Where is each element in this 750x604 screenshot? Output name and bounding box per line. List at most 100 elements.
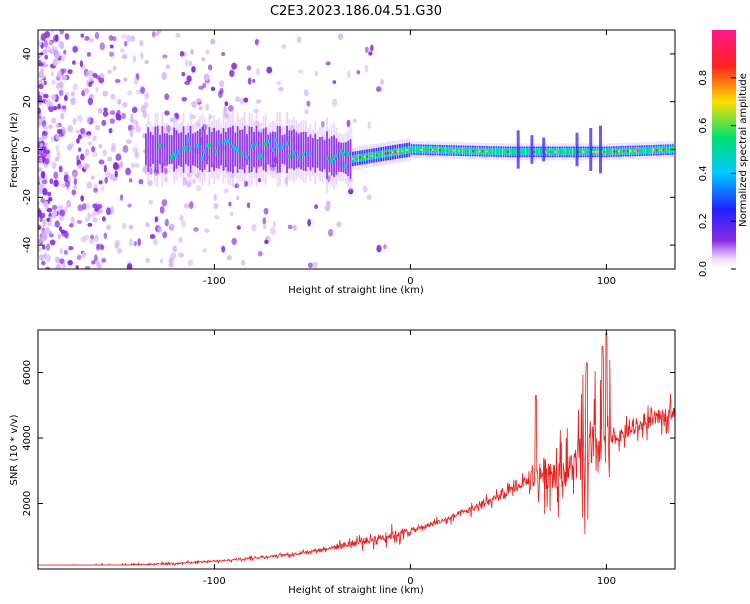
spectrogram-noise-cell [133,241,137,247]
spectrogram-noise-cell [51,117,57,124]
spectrogram-peak-cell [481,150,484,153]
spectrogram-noise-cell [210,38,216,45]
spectrogram-noise-cell [169,117,175,123]
spectrogram-noise-cell [42,244,46,250]
spectrogram-noise-cell [327,228,334,237]
spectrogram-band-cell [276,125,279,174]
spectrogram-band-cell [246,134,248,165]
spectrogram-noise-cell [87,212,92,218]
spectrogram-noise-cell [41,179,48,185]
spectrogram-noise-cell [170,252,177,260]
spectrogram-noise-cell [67,124,74,133]
spec-xtick-label: -100 [203,276,226,287]
spectrogram-peak-cell [391,151,394,154]
spectrogram-noise-cell [68,246,74,251]
spectrogram-noise-cell [119,160,124,169]
spectrogram-noise-cell [55,144,59,152]
spectrogram-core-cell [263,142,268,147]
spectrogram-band-cell [227,127,230,172]
spectrogram-burst [575,132,579,167]
spectrogram-band-cell [161,126,164,173]
spectrogram-peak-cell [429,149,432,151]
spectrogram-core-cell [657,148,660,152]
spectrogram-noise-cell [227,105,234,112]
spectrogram-peak-cell [406,149,408,152]
spectrogram-noise-cell [153,238,158,246]
spectrogram-noise-cell [46,207,53,213]
spectrogram-noise-cell [94,31,100,40]
spectrogram-noise-cell [239,97,245,105]
spectrogram-core-cell [584,149,587,154]
spectrogram-band-cell [253,131,255,168]
spectrogram-core-cell [413,147,415,152]
spectrogram-noise-cell [196,98,202,103]
spectrogram-peak-cell [384,152,387,155]
spectrogram-noise-cell [38,101,42,107]
spectrogram-noise-cell [80,153,85,161]
spectrogram-noise-cell [161,199,168,207]
spectrogram-core-cell [502,149,505,154]
spectrogram-noise-cell [191,100,197,109]
spectrogram-noise-cell [263,207,269,215]
spectrogram-noise-cell [119,48,125,53]
spectrogram-peak-cell [363,156,366,158]
spectrogram-band-cell [241,129,244,170]
spectrogram-noise-cell [314,70,319,77]
spectrogram-noise-cell [41,229,47,237]
spectrogram-noise-cell [364,64,369,73]
spectrogram-noise-cell [243,97,249,103]
spectrogram-noise-cell [380,78,384,86]
spectrogram-band-cell [267,134,270,165]
spectrogram-noise-cell [58,215,65,221]
spectrogram-noise-cell [66,199,71,208]
spectrogram-noise-cell [39,142,44,147]
spectrogram-noise-cell [95,75,101,80]
snr-panel: -100 0 100 2000 4000 6000 Height of straight … [9,329,676,596]
spectrogram-noise-cell [187,259,194,267]
spectrogram-core-cell [446,148,448,153]
spectrogram-noise-cell [38,187,43,195]
spectrogram-noise-cell [84,202,90,210]
spectrogram-noise-cell [41,151,47,159]
colorbar-tick-label: 0.8 [698,70,709,86]
spectrogram-band-cell [224,131,227,168]
spectrogram-band-cell [290,130,293,169]
spectrogram-noise-cell [77,115,83,123]
spectrogram-peak-cell [596,150,599,153]
spectrogram-band-cell [210,131,213,168]
spectrogram-noise-cell [198,85,204,90]
spectrogram-noise-cell [41,260,46,266]
spectrogram-noise-cell [131,106,138,114]
spectrogram-noise-cell [321,121,325,128]
spectrogram-band-cell [201,127,204,172]
spectrogram-peak-cell [544,150,547,153]
spectrogram-noise-cell [297,69,304,74]
snr-xlabel: Height of straight line (km) [288,585,424,596]
spectrogram-band-cell [316,139,319,168]
spectrogram-core-cell [535,149,538,154]
spectrogram-core-cell [377,152,380,157]
spectrogram-noise-cell [65,180,70,188]
spectrogram-noise-cell [104,176,108,184]
spectrogram-band-cell [232,125,234,174]
spectrogram-noise-cell [352,118,357,124]
spectrogram-core-cell [650,148,653,153]
spectrogram-core-cell [254,142,259,147]
spectrogram-core-cell [641,148,644,153]
spectrogram-core-cell [273,138,278,143]
spectrogram-noise-cell [135,125,142,133]
spectrogram-noise-cell [51,94,57,101]
spectrogram-peak-cell [351,157,354,160]
spectrogram-noise-cell [231,237,237,245]
spectrogram-noise-cell [124,40,128,47]
spectrogram-noise-cell [121,34,127,39]
spectrogram-core-cell [511,149,514,154]
spectrogram-noise-cell [55,264,62,269]
spectrogram-noise-cell [45,254,51,263]
spectrogram-band-cell [217,130,220,169]
spectrogram-band-cell [222,128,225,171]
spectrogram-band-cell [328,138,331,173]
spectrogram-noise-cell [132,55,136,63]
spectrogram-noise-cell [376,86,382,93]
spectrogram-core-cell [331,156,336,161]
